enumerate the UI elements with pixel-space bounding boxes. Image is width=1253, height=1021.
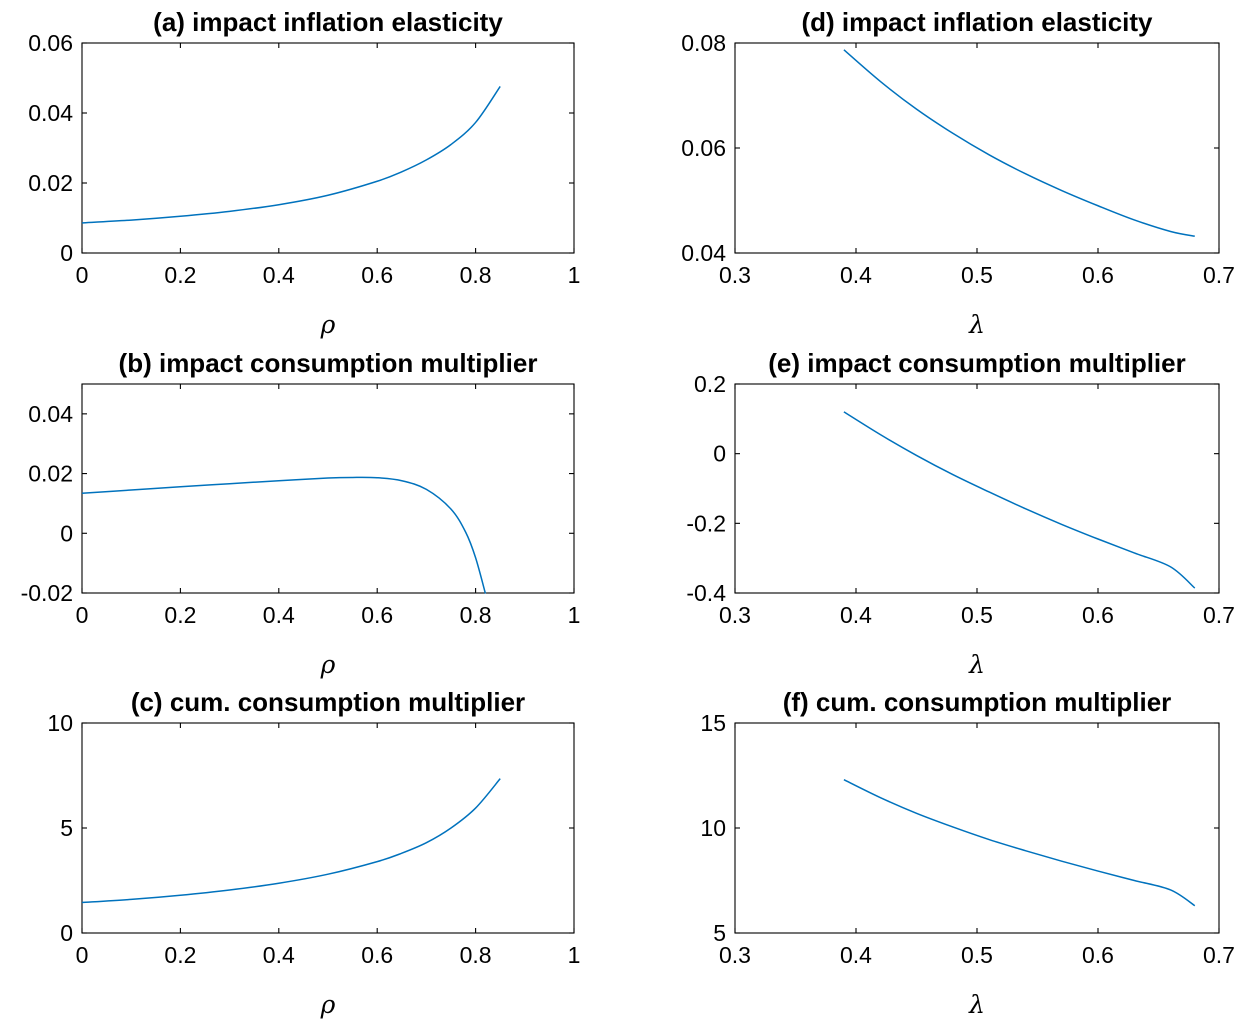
x-tick-label: 0.6 (1082, 262, 1114, 288)
x-tick-label: 0.2 (164, 602, 196, 628)
x-tick-label: 0.4 (840, 262, 872, 288)
y-tick-label: 0.02 (28, 461, 73, 487)
x-tick-label: 0.4 (263, 942, 295, 968)
y-tick-label: 0 (713, 441, 726, 467)
y-tick-label: 0.06 (28, 30, 73, 56)
y-tick-label: 5 (60, 815, 73, 841)
series-line (81, 85, 501, 224)
y-tick-label: 0.04 (681, 240, 726, 266)
series-line (843, 779, 1196, 907)
y-tick-label: 0.04 (28, 401, 73, 427)
x-tick-label: 0 (76, 602, 89, 628)
x-axis-label: λ (968, 310, 985, 339)
y-tick-label: 0.02 (28, 170, 73, 196)
axes-frame (81, 722, 575, 934)
subplot-title: (f) cum. consumption multiplier (783, 687, 1172, 717)
y-tick-label: 10 (700, 815, 726, 841)
y-tick-label: 5 (713, 920, 726, 946)
subplot-title: (c) cum. consumption multiplier (131, 687, 525, 717)
series-line (843, 411, 1196, 589)
x-tick-label: 0.6 (1082, 942, 1114, 968)
x-tick-label: 0.6 (1082, 602, 1114, 628)
axes-frame (734, 722, 1220, 934)
x-axis-label: ρ (320, 310, 336, 339)
x-tick-label: 0.6 (361, 262, 393, 288)
axes-frame (81, 42, 575, 254)
x-tick-label: 0.8 (460, 602, 492, 628)
x-tick-label: 0.8 (460, 262, 492, 288)
y-tick-label: 0 (60, 920, 73, 946)
y-tick-label: 0.06 (681, 135, 726, 161)
y-tick-label: 0.08 (681, 30, 726, 56)
x-tick-label: 0 (76, 942, 89, 968)
subplot-title: (b) impact consumption multiplier (119, 348, 538, 378)
x-tick-label: 1 (568, 262, 581, 288)
subplot-e: 0.3 0.4 0.5 0.6 0.7 -0.4 -0.2 0 0.2 (e) impact co… (686, 348, 1235, 679)
x-tick-label: 1 (568, 942, 581, 968)
x-tick-label: 0.2 (164, 942, 196, 968)
subplot-title: (a) impact inflation elasticity (153, 7, 503, 37)
subplot-title: (e) impact consumption multiplier (768, 348, 1185, 378)
series-line (843, 49, 1195, 237)
x-tick-label: 0.3 (719, 262, 751, 288)
y-tick-label: -0.2 (686, 510, 726, 536)
x-tick-label: 0.2 (164, 262, 196, 288)
y-tick-label: 0 (60, 240, 73, 266)
y-tick-label: 0.04 (28, 100, 73, 126)
series-line (81, 778, 501, 904)
x-tick-label: 0.7 (1203, 602, 1235, 628)
x-tick-label: 0.5 (961, 942, 993, 968)
x-tick-label: 0.3 (719, 602, 751, 628)
y-tick-label: 0.2 (694, 371, 726, 397)
y-tick-label: 15 (700, 710, 726, 736)
x-tick-label: 0.5 (961, 602, 993, 628)
y-tick-label: 0 (60, 520, 73, 546)
x-tick-label: 0.4 (263, 262, 295, 288)
x-tick-label: 0.7 (1203, 942, 1235, 968)
x-tick-label: 1 (568, 602, 581, 628)
x-tick-label: 0.4 (840, 602, 872, 628)
x-tick-label: 0.6 (361, 942, 393, 968)
subplot-f: 0.3 0.4 0.5 0.6 0.7 5 10 15 (f) cum. consumption… (700, 687, 1235, 1019)
axes-frame (734, 383, 1220, 594)
y-tick-label: -0.4 (686, 580, 726, 606)
x-tick-label: 0.3 (719, 942, 751, 968)
x-axis-label: λ (968, 650, 985, 679)
x-tick-label: 0.7 (1203, 262, 1235, 288)
y-tick-label: -0.02 (21, 580, 73, 606)
x-tick-label: 0.6 (361, 602, 393, 628)
x-tick-label: 0.4 (263, 602, 295, 628)
subplot-a: 0 0.2 0.4 0.6 0.8 1 0 0.02 0.04 0.06 (a) impact in… (28, 7, 580, 339)
series-line (81, 476, 487, 594)
x-tick-label: 0 (76, 262, 89, 288)
y-tick-label: 10 (47, 710, 73, 736)
x-axis-label: λ (968, 990, 985, 1019)
subplot-title: (d) impact inflation elasticity (801, 7, 1153, 37)
x-tick-label: 0.8 (460, 942, 492, 968)
subplot-d: 0.3 0.4 0.5 0.6 0.7 0.04 0.06 0.08 (d) impact in… (681, 7, 1235, 339)
x-axis-label: ρ (320, 990, 336, 1019)
x-tick-label: 0.5 (961, 262, 993, 288)
x-axis-label: ρ (320, 650, 336, 679)
x-tick-label: 0.4 (840, 942, 872, 968)
